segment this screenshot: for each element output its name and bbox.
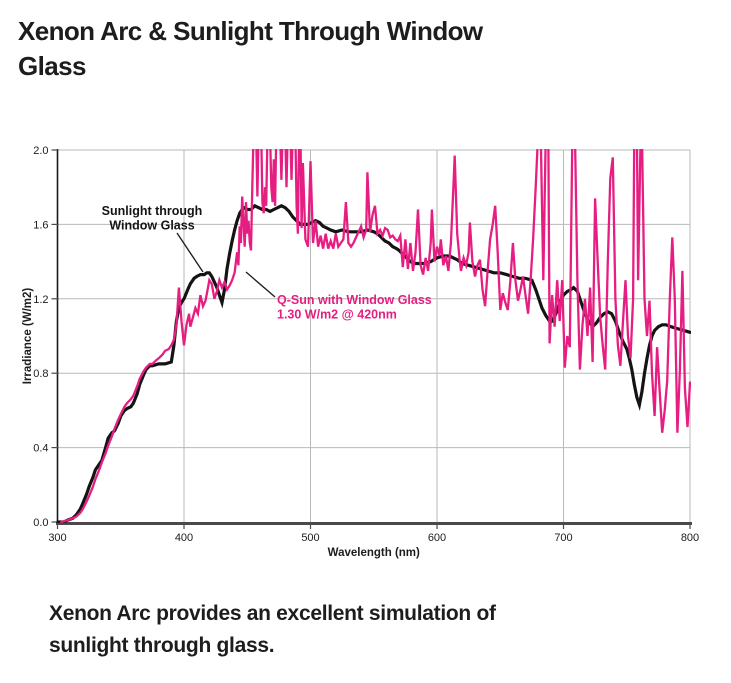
qsun-label: Q-Sun with Window Glass 1.30 W/m2 @ 420nm: [277, 293, 432, 322]
y-axis-title: Irradiance (W/m2): [22, 288, 34, 385]
x-tick-label: 400: [175, 532, 193, 544]
qsun-label-leader-line: [245, 271, 276, 298]
y-tick-label: 0.8: [33, 368, 48, 380]
x-tick-label: 800: [681, 532, 699, 544]
page-title-line1: Xenon Arc & Sunlight Through Window: [18, 16, 483, 46]
qsun-series-line: [60, 149, 691, 523]
y-tick-label: 1.2: [33, 294, 48, 306]
caption: Xenon Arc provides an excellent simulati…: [49, 598, 669, 662]
sunlight-label-line2: Window Glass: [109, 219, 194, 233]
page-title-line2: Glass: [18, 51, 86, 81]
qsun-label-line2: 1.30 W/m2 @ 420nm: [277, 308, 397, 322]
x-tick-label: 300: [48, 532, 66, 544]
x-tick-label: 600: [428, 532, 446, 544]
spectral-irradiance-chart: 0.0 0.4 0.8 1.2 1.6 2.0 300 400 500 600 700 800 Wave…: [22, 145, 699, 559]
caption-line2: sunlight through glass.: [49, 634, 275, 657]
caption-line1: Xenon Arc provides an excellent simulati…: [49, 602, 496, 625]
page-title: Xenon Arc & Sunlight Through Window Glas…: [18, 14, 578, 84]
x-axis-title: Wavelength (nm): [328, 547, 420, 559]
chart-area: 0.0 0.4 0.8 1.2 1.6 2.0 300 400 500 600 700 800 Wave…: [0, 130, 731, 575]
y-tick-label: 0.0: [33, 517, 48, 529]
qsun-label-line1: Q-Sun with Window Glass: [277, 293, 432, 307]
sunlight-label-line1: Sunlight through: [102, 204, 203, 218]
sunlight-label-leader-line: [176, 232, 204, 273]
sunlight-label: Sunlight through Window Glass: [102, 204, 203, 233]
y-tick-label: 2.0: [33, 145, 48, 157]
x-tick-label: 500: [301, 532, 319, 544]
y-tick-label: 1.6: [33, 219, 48, 231]
x-tick-label: 700: [554, 532, 572, 544]
y-tick-label: 0.4: [33, 443, 48, 455]
